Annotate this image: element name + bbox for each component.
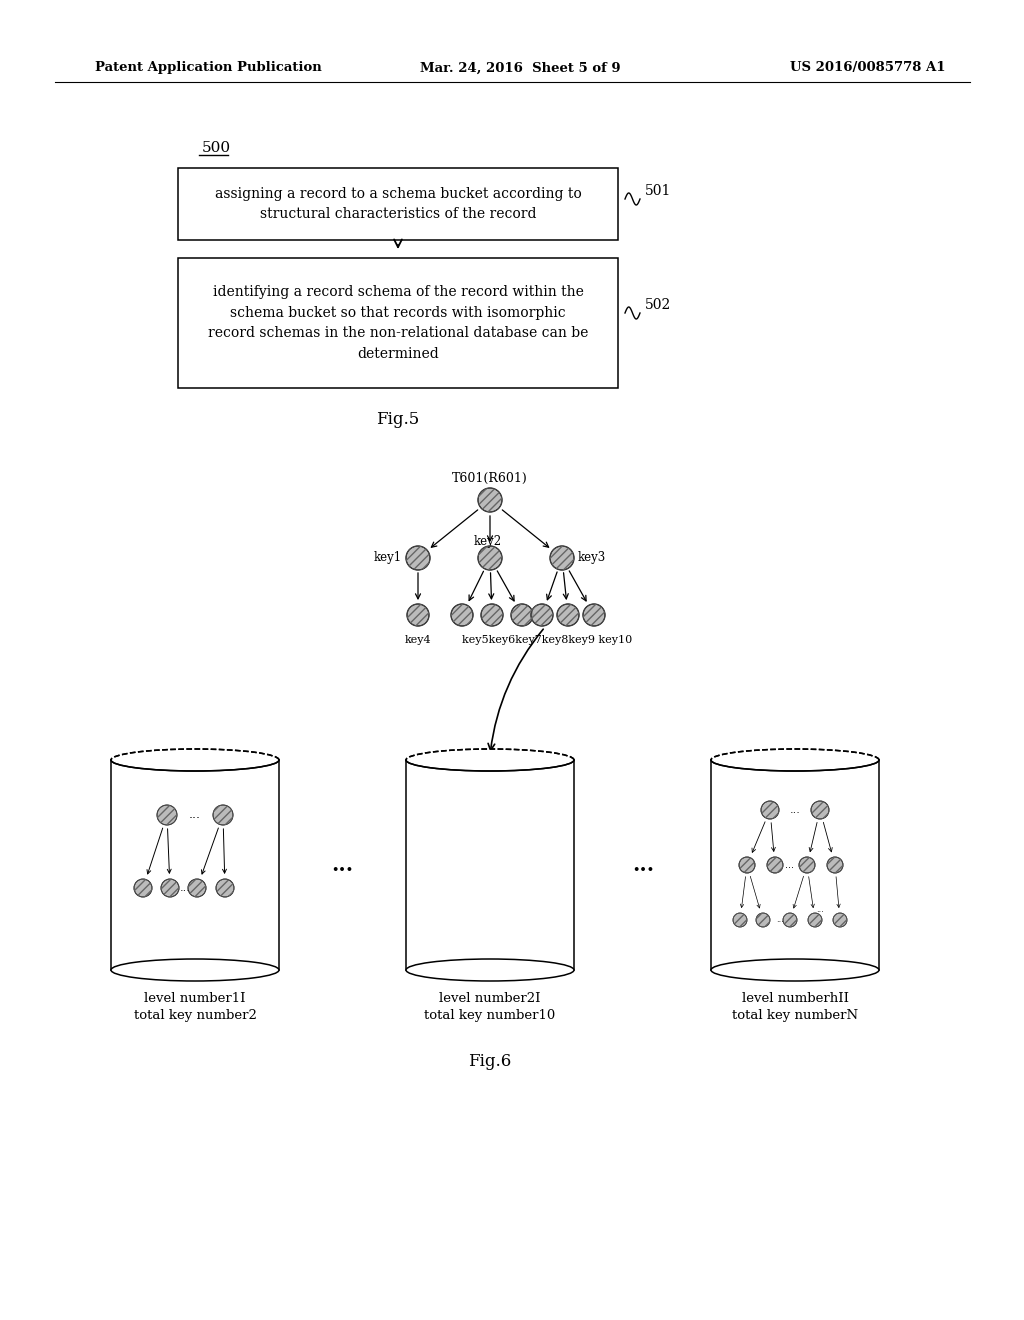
Text: total key numberN: total key numberN [732, 1010, 858, 1023]
Circle shape [161, 879, 179, 898]
Text: level numberhIΙ: level numberhIΙ [741, 991, 849, 1005]
Text: ...: ... [785, 861, 795, 870]
Text: Fig.6: Fig.6 [468, 1052, 512, 1069]
Text: ...: ... [179, 883, 190, 894]
Ellipse shape [111, 960, 279, 981]
Circle shape [478, 546, 502, 570]
Circle shape [799, 857, 815, 873]
Ellipse shape [406, 748, 574, 771]
Circle shape [478, 488, 502, 512]
Text: ...: ... [331, 855, 353, 875]
Text: 502: 502 [645, 298, 672, 312]
Text: level number2Ι: level number2Ι [439, 991, 541, 1005]
Circle shape [531, 605, 553, 626]
Bar [111, 760, 279, 970]
Circle shape [583, 605, 605, 626]
Text: key4: key4 [404, 635, 431, 645]
Bar [711, 760, 879, 970]
Ellipse shape [111, 748, 279, 771]
Circle shape [733, 913, 746, 927]
Circle shape [833, 913, 847, 927]
Circle shape [827, 857, 843, 873]
Circle shape [511, 605, 534, 626]
Circle shape [756, 913, 770, 927]
Circle shape [550, 546, 574, 570]
Text: ...: ... [790, 805, 801, 814]
Text: ...: ... [776, 916, 784, 924]
Circle shape [811, 801, 829, 818]
Circle shape [557, 605, 579, 626]
Text: 500: 500 [202, 141, 231, 154]
Text: total key number10: total key number10 [424, 1010, 556, 1023]
Text: key2: key2 [474, 536, 502, 549]
Ellipse shape [711, 960, 879, 981]
Circle shape [808, 913, 822, 927]
Text: Fig.5: Fig.5 [377, 412, 420, 429]
Text: ...: ... [816, 906, 824, 915]
Circle shape [783, 913, 797, 927]
Bar [178, 257, 618, 388]
Circle shape [188, 879, 206, 898]
Text: key5key6key7key8key9 key10: key5key6key7key8key9 key10 [462, 635, 632, 645]
Text: T601(R601): T601(R601) [453, 471, 528, 484]
Text: level number1Ι: level number1Ι [144, 991, 246, 1005]
Text: key1: key1 [374, 552, 402, 565]
Circle shape [451, 605, 473, 626]
Text: Mar. 24, 2016  Sheet 5 of 9: Mar. 24, 2016 Sheet 5 of 9 [420, 62, 621, 74]
Circle shape [213, 805, 233, 825]
Text: ...: ... [632, 855, 654, 875]
Text: total key number2: total key number2 [133, 1010, 256, 1023]
Circle shape [739, 857, 755, 873]
Circle shape [407, 605, 429, 626]
Text: assigning a record to a schema bucket according to
structural characteristics of: assigning a record to a schema bucket ac… [215, 187, 582, 220]
Circle shape [767, 857, 783, 873]
Text: ...: ... [189, 808, 201, 821]
Circle shape [216, 879, 234, 898]
Text: Patent Application Publication: Patent Application Publication [95, 62, 322, 74]
Ellipse shape [711, 748, 879, 771]
Circle shape [406, 546, 430, 570]
Circle shape [134, 879, 152, 898]
Text: key3: key3 [578, 552, 606, 565]
Circle shape [157, 805, 177, 825]
Bar [406, 760, 574, 970]
Text: 501: 501 [645, 183, 672, 198]
Text: US 2016/0085778 A1: US 2016/0085778 A1 [790, 62, 945, 74]
Circle shape [761, 801, 779, 818]
Text: identifying a record schema of the record within the
schema bucket so that recor: identifying a record schema of the recor… [208, 285, 588, 360]
Bar [178, 168, 618, 240]
Ellipse shape [406, 960, 574, 981]
Circle shape [481, 605, 503, 626]
